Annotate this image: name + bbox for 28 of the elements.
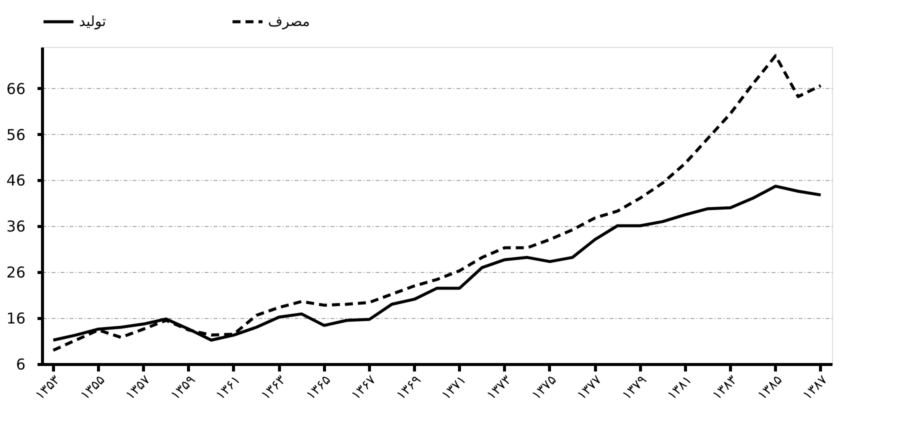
x-tick-label: ۱۳۷۵ [529,372,560,404]
x-tick-label: ۱۳۵۹ [168,372,199,404]
y-tick-label: 66 [6,80,26,98]
x-tick-label: ۱۳۷۱ [439,372,470,404]
x-tick-label: ۱۳۵۵ [78,372,108,404]
y-tick-label: 16 [6,310,26,328]
y-tick-label: 26 [6,264,26,282]
x-tick-label: ۱۳۶۹ [394,372,424,404]
x-tick-label: ۱۳۸۱ [664,372,696,404]
x-tick-label: ۱۳۶۱ [213,372,244,404]
x-tick-label: ۱۳۷۹ [620,372,650,404]
x-tick-label: ۱۳۶۵ [304,372,334,404]
x-tick-label: ۱۳۸۵ [755,372,786,404]
y-tick-label: 46 [6,172,26,190]
x-tick-label: ۱۳۵۷ [123,372,154,404]
x-tick-label: ۱۳۶۷ [348,372,380,404]
x-tick-label: ۱۳۸۳ [710,372,740,404]
x-tick-label: ۱۳۷۷ [574,372,605,404]
legend-label: مصرف [268,14,310,30]
legend-label: تولید [79,14,106,30]
y-tick-label: 36 [6,218,26,236]
x-tick-label: ۱۳۸۷ [800,372,831,404]
line-series [52,54,822,352]
y-tick-label: 56 [6,126,26,144]
x-tick-label: ۱۳۷۳ [484,372,515,404]
x-tick-label: ۱۳۶۳ [258,372,289,404]
x-tick-label: ۱۳۵۳ [32,372,64,404]
y-tick-label: 6 [16,356,26,374]
